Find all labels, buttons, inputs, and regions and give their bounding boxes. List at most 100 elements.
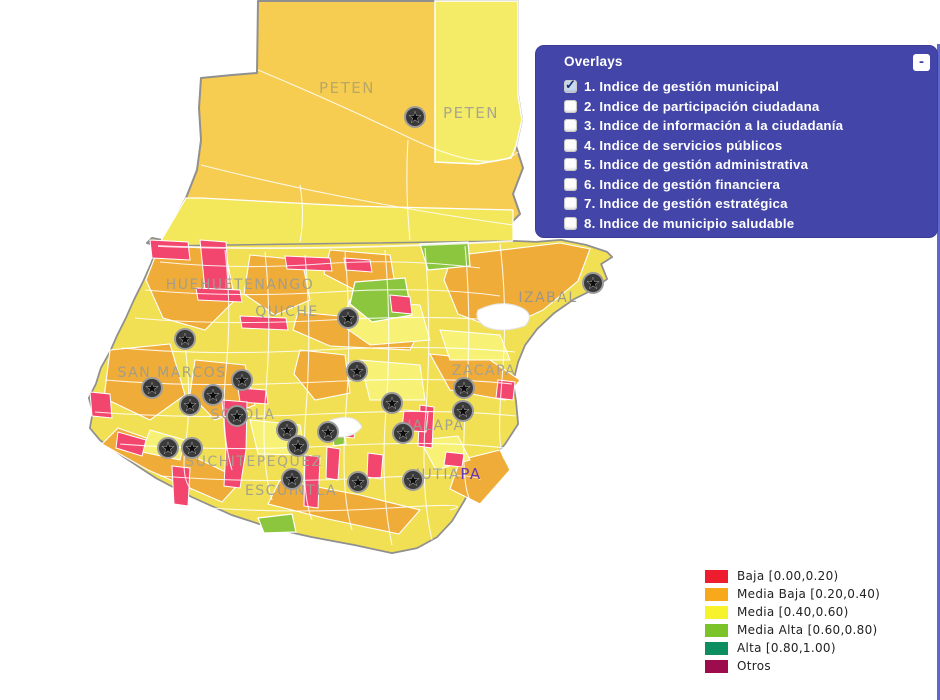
star-icon: ★: [162, 440, 175, 456]
star-marker[interactable]: ★: [226, 405, 248, 427]
star-icon: ★: [281, 422, 294, 438]
star-marker[interactable]: ★: [392, 422, 414, 444]
star-marker[interactable]: ★: [181, 437, 203, 459]
star-marker[interactable]: ★: [281, 468, 303, 490]
overlay-item-label[interactable]: 7. Indice de gestión estratégica: [584, 196, 788, 212]
star-icon: ★: [407, 472, 420, 488]
legend-label: Baja [0.00,0.20): [737, 569, 839, 583]
legend-row: Media [0.40,0.60): [705, 603, 880, 621]
overlay-item-label[interactable]: 8. Indice de municipio saludable: [584, 215, 795, 231]
legend-swatch: [705, 587, 728, 601]
department-label: JUTIA: [415, 467, 460, 483]
star-icon: ★: [386, 395, 399, 411]
overlay-item-label[interactable]: 1. Indice de gestión municipal: [584, 79, 780, 95]
star-icon: ★: [231, 408, 244, 424]
department-label: PETEN: [319, 79, 375, 97]
star-icon: ★: [587, 275, 600, 291]
star-marker[interactable]: ★: [287, 435, 309, 457]
overlay-item-label[interactable]: 3. Indice de información a la ciudadanía: [584, 118, 844, 134]
legend-label: Media Alta [0.60,0.80): [737, 623, 878, 637]
star-icon: ★: [146, 380, 159, 396]
star-icon: ★: [179, 331, 192, 347]
star-icon: ★: [207, 387, 220, 403]
checkmark-icon: ✓: [565, 77, 576, 93]
overlay-checkbox-5[interactable]: [564, 158, 577, 172]
overlay-item: 7. Indice de gestión estratégica: [564, 194, 843, 214]
department-label: SUCHITEPEQUEZ: [185, 454, 322, 470]
star-marker[interactable]: ★: [453, 377, 475, 399]
star-marker[interactable]: ★: [317, 421, 339, 443]
overlay-checkbox-7[interactable]: [564, 197, 577, 211]
star-icon: ★: [458, 380, 471, 396]
map-regions: [88, 0, 614, 554]
department-label: ESCUINTLA: [245, 483, 337, 499]
star-marker[interactable]: ★: [174, 328, 196, 350]
star-marker[interactable]: ★: [402, 469, 424, 491]
star-icon: ★: [409, 109, 422, 125]
overlay-item-label[interactable]: 2. Indice de participación ciudadana: [584, 98, 820, 114]
star-icon: ★: [286, 471, 299, 487]
star-marker[interactable]: ★: [347, 471, 369, 493]
department-label: HUEHUETENANGO: [166, 277, 315, 293]
star-marker[interactable]: ★: [231, 369, 253, 391]
star-icon: ★: [352, 474, 365, 490]
department-label: SAN MARCOS: [117, 365, 226, 381]
overlay-item-label[interactable]: 4. Indice de servicios públicos: [584, 137, 783, 153]
legend-swatch: [705, 641, 728, 655]
legend-swatch: [705, 659, 728, 673]
overlay-checkbox-6[interactable]: [564, 177, 577, 191]
overlay-checkbox-2[interactable]: [564, 99, 577, 113]
star-icon: ★: [292, 438, 305, 454]
overlay-item: 8. Indice de municipio saludable: [564, 214, 843, 234]
star-marker[interactable]: ★: [404, 106, 426, 128]
legend-label: Media [0.40,0.60): [737, 605, 849, 619]
star-icon: ★: [184, 397, 197, 413]
overlay-checkbox-3[interactable]: [564, 119, 577, 133]
star-marker[interactable]: ★: [381, 392, 403, 414]
star-marker[interactable]: ★: [141, 377, 163, 399]
legend-label: Alta [0.80,1.00): [737, 641, 836, 655]
legend-row: Media Baja [0.20,0.40): [705, 585, 880, 603]
star-marker[interactable]: ★: [582, 272, 604, 294]
legend-row: Baja [0.00,0.20): [705, 567, 880, 585]
star-marker[interactable]: ★: [157, 437, 179, 459]
map-legend: Baja [0.00,0.20) Media Baja [0.20,0.40) Me…: [705, 567, 880, 675]
overlay-item-label[interactable]: 6. Indice de gestión financiera: [584, 176, 781, 192]
overlay-item: 5. Indice de gestión administrativa: [564, 155, 843, 175]
overlays-panel-title: Overlays: [564, 54, 623, 69]
map-labels: PETEN PETEN HUEHUETENANGO QUICHE IZABAL SAN M…: [117, 79, 577, 499]
star-marker[interactable]: ★: [179, 394, 201, 416]
overlay-item: 6. Indice de gestión financiera: [564, 175, 843, 195]
star-icon: ★: [397, 425, 410, 441]
department-label: PETEN: [443, 104, 499, 122]
overlay-list: ✓ 1. Indice de gestión municipal 2. Indice…: [564, 77, 843, 233]
department-label: IZABAL: [518, 290, 577, 306]
star-marker[interactable]: ★: [346, 360, 368, 382]
department-label: QUICHE: [255, 304, 319, 320]
star-marker[interactable]: ★: [202, 384, 224, 406]
overlay-item-label[interactable]: 5. Indice de gestión administrativa: [584, 157, 809, 173]
overlay-item: ✓ 1. Indice de gestión municipal: [564, 77, 843, 97]
star-icon: ★: [322, 424, 335, 440]
legend-swatch: [705, 605, 728, 619]
department-label: ZACAPA: [452, 363, 516, 379]
star-icon: ★: [351, 363, 364, 379]
star-icon: ★: [342, 310, 355, 326]
overlay-item: 4. Indice de servicios públicos: [564, 136, 843, 156]
legend-row: Media Alta [0.60,0.80): [705, 621, 880, 639]
map-markers: ★★★★★★ ★★★★★ ★★★★★★★ ★★ ★ ★: [141, 106, 604, 493]
star-marker[interactable]: ★: [337, 307, 359, 329]
star-marker[interactable]: ★: [276, 419, 298, 441]
department-label: JALAPA: [406, 418, 464, 434]
star-marker[interactable]: ★: [452, 400, 474, 422]
minimize-button[interactable]: -: [913, 54, 930, 71]
overlay-checkbox-4[interactable]: [564, 138, 577, 152]
department-label: PA: [460, 465, 481, 483]
legend-swatch: [705, 569, 728, 583]
star-icon: ★: [236, 372, 249, 388]
legend-row: Alta [0.80,1.00): [705, 639, 880, 657]
overlays-panel: Overlays - ✓ 1. Indice de gestión municip…: [535, 45, 938, 238]
overlay-checkbox-1[interactable]: ✓: [564, 77, 577, 94]
overlay-checkbox-8[interactable]: [564, 216, 577, 230]
